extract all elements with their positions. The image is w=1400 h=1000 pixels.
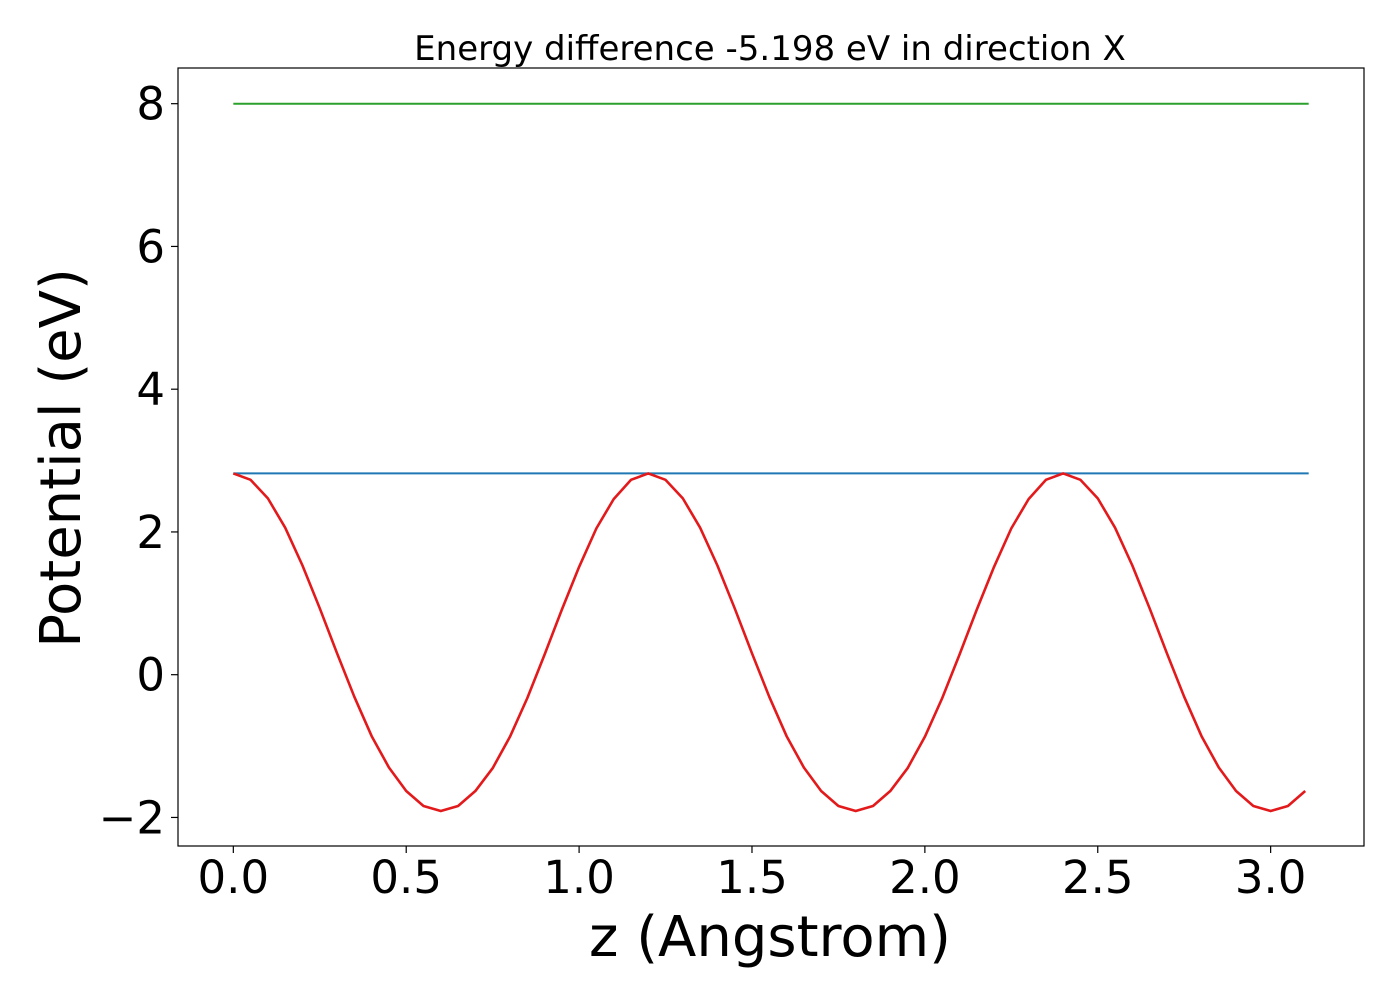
y-axis-ticks: −2 0 2 4 6 8: [99, 78, 178, 844]
x-tick-label: 0.0: [198, 851, 270, 904]
x-axis-ticks: 0.0 0.5 1.0 1.5 2.0 2.5 3.0: [198, 846, 1307, 904]
series-layer: [232, 102, 1309, 813]
y-tick-label: 6: [136, 220, 165, 273]
series-line-3: [232, 472, 1307, 813]
y-tick-label: 4: [136, 363, 165, 416]
x-axis-label: z (Angstrom): [589, 905, 951, 970]
plot-area: [177, 67, 1365, 847]
axes-frame: [177, 67, 1365, 847]
chart-title: Energy difference -5.198 eV in direction…: [414, 29, 1126, 69]
y-axis-label: Potential (eV): [29, 268, 94, 648]
x-tick-label: 2.5: [1062, 851, 1134, 904]
x-tick-label: 0.5: [370, 851, 442, 904]
y-tick-label: 2: [136, 506, 165, 559]
x-tick-label: 1.5: [716, 851, 788, 904]
y-tick-label: −2: [99, 791, 165, 844]
x-tick-label: 1.0: [543, 851, 615, 904]
x-tick-label: 2.0: [889, 851, 961, 904]
x-tick-label: 3.0: [1235, 851, 1307, 904]
y-tick-label: 8: [136, 78, 165, 131]
y-tick-label: 0: [136, 649, 165, 702]
